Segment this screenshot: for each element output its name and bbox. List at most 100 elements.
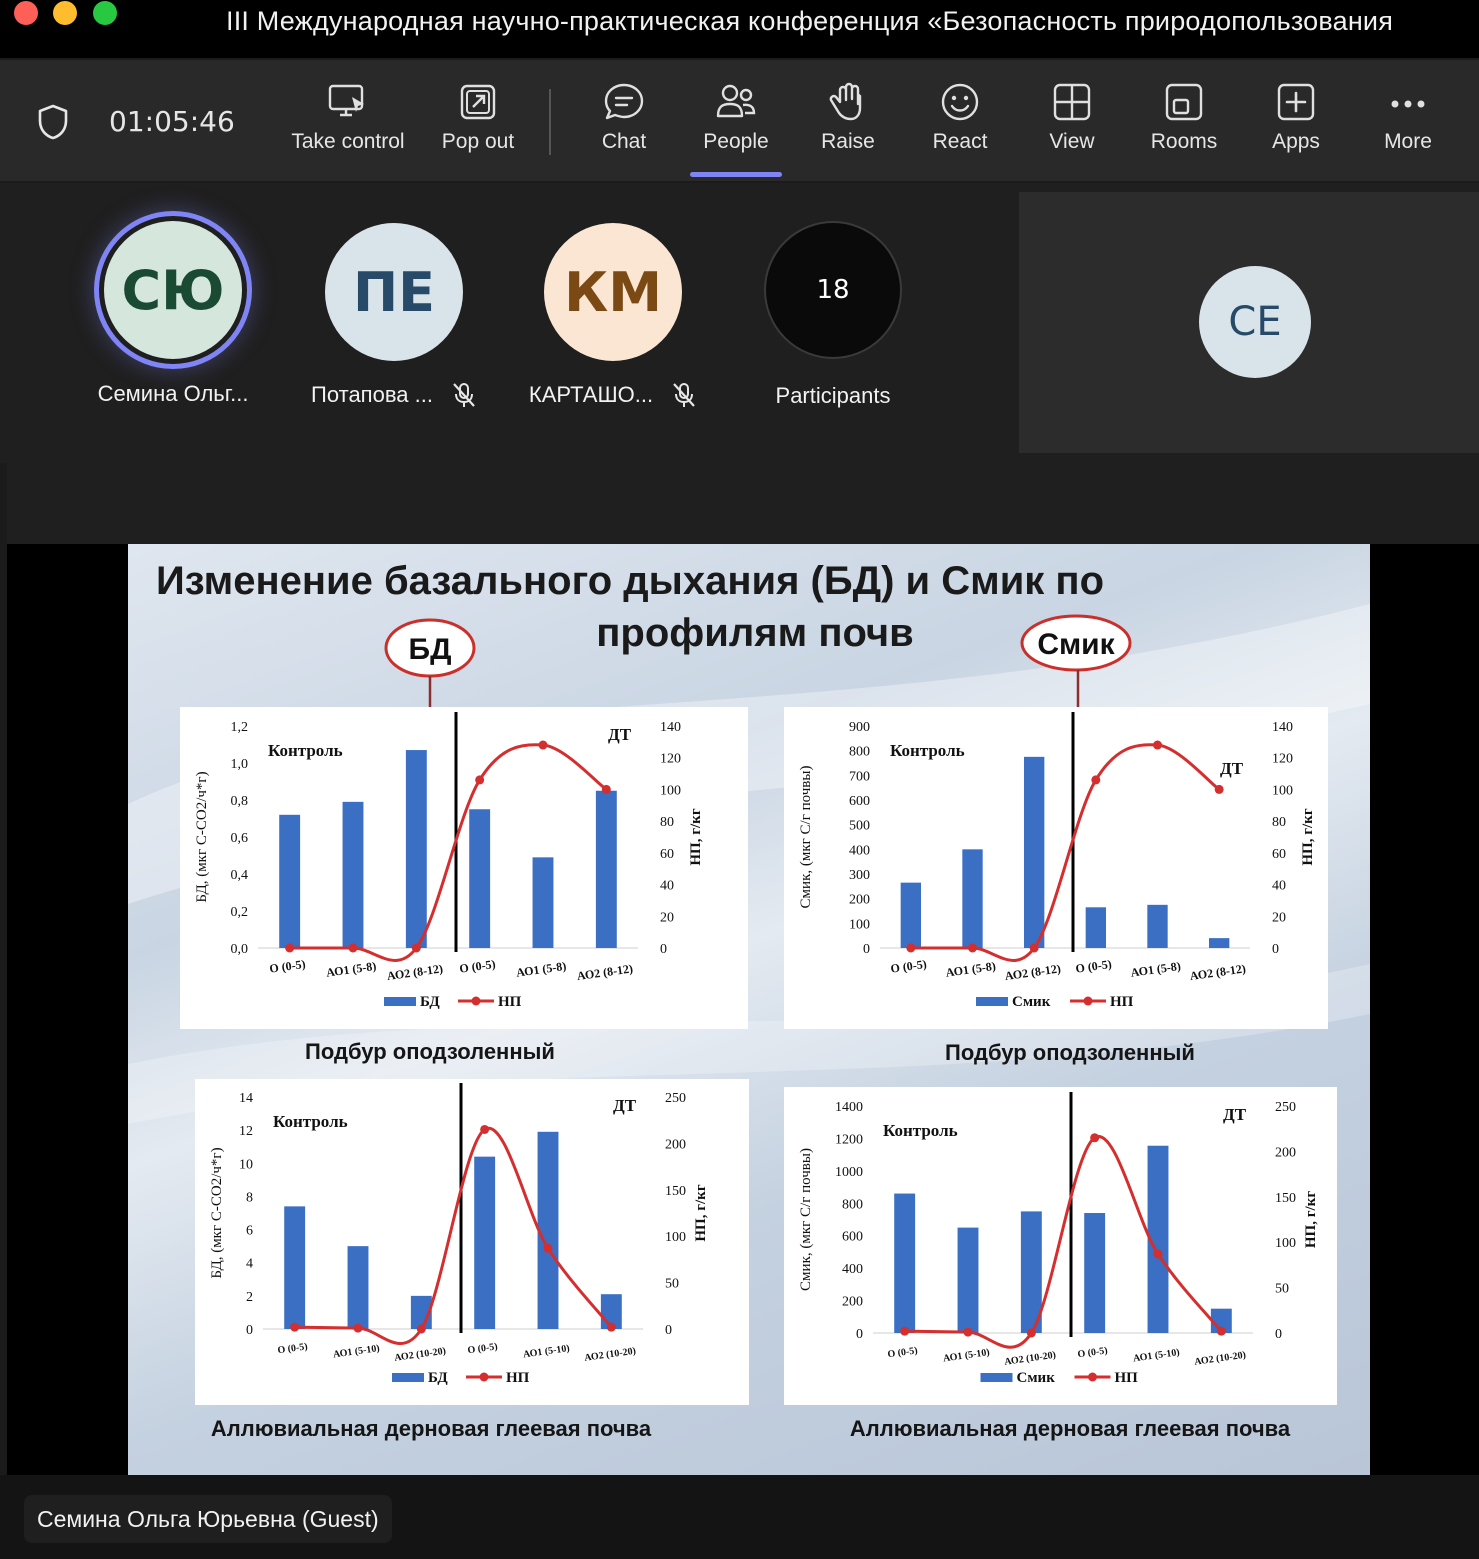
bar bbox=[900, 882, 922, 948]
bar bbox=[1208, 938, 1230, 948]
chat-icon bbox=[604, 83, 644, 120]
mic-off-icon bbox=[453, 383, 475, 407]
participants-count: 18 bbox=[764, 221, 902, 359]
y-right-tick-label: 0 bbox=[665, 1323, 672, 1338]
x-tick-label: О (0-5) bbox=[277, 1341, 309, 1356]
legend-label: Смик bbox=[1012, 994, 1051, 1010]
line-point bbox=[1214, 784, 1224, 794]
x-tick-label: О (0-5) bbox=[467, 1341, 499, 1356]
take-control-button[interactable]: Take control bbox=[288, 82, 408, 172]
react-button[interactable]: React bbox=[900, 82, 1020, 172]
y-right-axis-title: НП, г/кг bbox=[1300, 808, 1316, 865]
line-point bbox=[475, 775, 485, 785]
bar bbox=[474, 1156, 496, 1329]
more-icon bbox=[1391, 100, 1425, 108]
line-point bbox=[963, 1327, 973, 1337]
rooms-button[interactable]: Rooms bbox=[1124, 82, 1244, 172]
bar bbox=[537, 1131, 559, 1329]
y-right-tick-label: 140 bbox=[660, 720, 681, 735]
callout-smik-label: Смик bbox=[1037, 628, 1115, 661]
pop-out-button[interactable]: Pop out bbox=[418, 82, 538, 172]
chart-caption: Подбур оподзоленный bbox=[945, 1040, 1195, 1065]
y-right-tick-label: 140 bbox=[1272, 720, 1293, 735]
legend-label: БД bbox=[428, 1370, 448, 1386]
annotation-dt: ДТ bbox=[613, 1096, 637, 1115]
y-tick-label: 900 bbox=[849, 720, 870, 735]
y-right-tick-label: 120 bbox=[660, 752, 681, 767]
participant-name: Потапова ... bbox=[311, 381, 477, 409]
y-right-tick-label: 20 bbox=[660, 910, 674, 925]
chat-button[interactable]: Chat bbox=[564, 82, 684, 172]
legend-marker bbox=[1083, 996, 1093, 1006]
legend-swatch-bar bbox=[976, 997, 1008, 1006]
y-tick-label: 600 bbox=[849, 794, 870, 809]
line-point bbox=[606, 1322, 616, 1332]
legend-swatch-bar bbox=[384, 997, 416, 1006]
line-point bbox=[290, 1322, 300, 1332]
chart-caption: Аллювиальная дерновая глеевая почва bbox=[850, 1416, 1291, 1441]
view-grid-icon bbox=[1053, 83, 1091, 121]
annotation-control: Контроль bbox=[883, 1121, 958, 1140]
y-tick-label: 2 bbox=[246, 1290, 253, 1305]
y-tick-label: 700 bbox=[849, 769, 870, 784]
people-label: People bbox=[703, 130, 769, 153]
line-point bbox=[1153, 1249, 1163, 1259]
rooms-icon bbox=[1165, 83, 1203, 121]
participant-tile[interactable]: СЮ Семина Ольг... bbox=[73, 211, 273, 407]
window-maximize-button[interactable] bbox=[93, 1, 117, 25]
line-point bbox=[1091, 775, 1101, 785]
callout-bd-label: БД bbox=[409, 633, 452, 666]
y-right-tick-label: 100 bbox=[1275, 1236, 1296, 1251]
y-tick-label: 200 bbox=[842, 1295, 863, 1310]
window-minimize-button[interactable] bbox=[53, 1, 77, 25]
participant-tile[interactable]: ПЕ Потапова ... bbox=[294, 223, 494, 409]
y-tick-label: 800 bbox=[849, 745, 870, 760]
more-button[interactable]: More bbox=[1348, 82, 1468, 172]
legend-marker bbox=[479, 1372, 489, 1382]
raise-label: Raise bbox=[821, 130, 875, 153]
slide-title-line1: Изменение базального дыхания (БД) и Смик… bbox=[156, 559, 1104, 603]
rooms-label: Rooms bbox=[1150, 130, 1218, 153]
y-tick-label: 0,8 bbox=[231, 794, 249, 809]
y-tick-label: 100 bbox=[849, 917, 870, 932]
line-point bbox=[1216, 1326, 1226, 1336]
callout-smik bbox=[1020, 614, 1132, 672]
legend-label: НП bbox=[506, 1370, 530, 1386]
raise-hand-button[interactable]: Raise bbox=[788, 82, 908, 172]
x-tick-label: О (0-5) bbox=[1077, 1345, 1109, 1360]
people-button[interactable]: People bbox=[676, 82, 796, 172]
y-axis-title: БД, (мкг С-СО2/ч*г) bbox=[209, 1147, 225, 1278]
line-point bbox=[1029, 943, 1039, 953]
y-right-tick-label: 200 bbox=[1275, 1145, 1296, 1160]
line-point bbox=[900, 1326, 910, 1336]
y-right-tick-label: 150 bbox=[665, 1184, 686, 1199]
participant-tile[interactable]: КМ КАРТАШО... bbox=[513, 223, 713, 409]
bar bbox=[342, 801, 364, 948]
apps-button[interactable]: Apps bbox=[1236, 82, 1356, 172]
bar bbox=[532, 857, 554, 948]
apps-icon bbox=[1277, 83, 1315, 121]
y-axis-title: БД, (мкг С-СО2/ч*г) bbox=[194, 771, 210, 902]
y-tick-label: 400 bbox=[842, 1262, 863, 1277]
y-right-tick-label: 50 bbox=[665, 1277, 679, 1292]
y-right-tick-label: 0 bbox=[1275, 1327, 1282, 1342]
spotlight-tile[interactable]: СЕ bbox=[1019, 192, 1479, 453]
x-tick-label: О (0-5) bbox=[887, 1345, 919, 1360]
shield-icon[interactable] bbox=[36, 103, 70, 146]
active-tab-indicator bbox=[690, 172, 782, 177]
participants-count-tile[interactable]: 18 Participants bbox=[733, 221, 933, 409]
annotation-control: Контроль bbox=[273, 1112, 348, 1131]
x-tick-label: О (0-5) bbox=[1075, 957, 1113, 976]
bar bbox=[284, 1206, 306, 1329]
y-right-tick-label: 40 bbox=[660, 879, 674, 894]
speaking-ring: СЮ bbox=[94, 211, 252, 369]
line-point bbox=[353, 1323, 363, 1333]
y-tick-label: 14 bbox=[239, 1091, 253, 1106]
y-tick-label: 0,6 bbox=[231, 831, 249, 846]
y-right-tick-label: 60 bbox=[660, 847, 674, 862]
window-title: III Международная научно-практическая ко… bbox=[226, 6, 1394, 36]
chart-panel bbox=[784, 1087, 1337, 1405]
bar bbox=[1023, 756, 1045, 948]
view-button[interactable]: View bbox=[1012, 82, 1132, 172]
window-close-button[interactable] bbox=[14, 1, 38, 25]
